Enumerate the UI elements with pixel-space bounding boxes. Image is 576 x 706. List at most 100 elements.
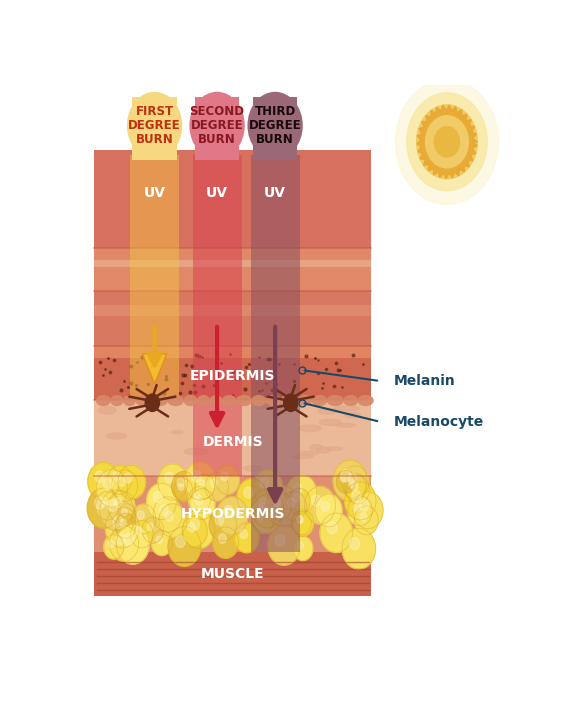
Circle shape [396, 79, 498, 204]
Circle shape [113, 516, 123, 529]
Circle shape [251, 489, 283, 528]
Ellipse shape [153, 395, 167, 405]
Circle shape [297, 542, 304, 549]
Circle shape [209, 508, 236, 541]
Circle shape [315, 494, 342, 527]
Circle shape [179, 484, 184, 491]
Ellipse shape [319, 419, 342, 426]
Ellipse shape [317, 447, 331, 453]
Circle shape [341, 469, 351, 481]
Circle shape [104, 534, 124, 559]
Circle shape [165, 472, 173, 483]
Circle shape [426, 116, 468, 168]
Circle shape [348, 496, 372, 526]
Circle shape [293, 537, 313, 561]
Circle shape [275, 534, 285, 546]
Circle shape [258, 503, 268, 515]
Ellipse shape [222, 395, 236, 405]
Circle shape [118, 465, 146, 499]
Ellipse shape [312, 395, 327, 405]
Circle shape [354, 505, 378, 535]
Circle shape [244, 487, 253, 498]
Circle shape [348, 473, 356, 483]
Circle shape [407, 93, 487, 191]
Circle shape [282, 491, 306, 521]
Ellipse shape [344, 395, 358, 405]
Circle shape [352, 491, 361, 502]
Circle shape [223, 505, 233, 517]
Ellipse shape [318, 408, 338, 414]
Text: FIRST
DEGREE
BURN: FIRST DEGREE BURN [128, 105, 181, 146]
Bar [94, 400, 371, 476]
Polygon shape [142, 354, 167, 384]
Circle shape [346, 475, 369, 504]
Circle shape [195, 474, 215, 499]
Circle shape [344, 481, 376, 520]
Bar [130, 155, 179, 400]
Circle shape [184, 462, 216, 500]
Ellipse shape [97, 395, 110, 405]
Circle shape [286, 475, 317, 512]
Circle shape [195, 496, 203, 505]
Circle shape [344, 474, 366, 501]
Circle shape [100, 490, 134, 531]
Ellipse shape [256, 403, 269, 409]
Circle shape [147, 484, 176, 520]
Circle shape [283, 394, 298, 412]
Ellipse shape [184, 395, 196, 405]
Ellipse shape [310, 444, 323, 450]
Text: DERMIS: DERMIS [202, 435, 263, 449]
Circle shape [336, 470, 355, 493]
Circle shape [94, 497, 105, 509]
Circle shape [273, 498, 280, 506]
Circle shape [253, 469, 283, 505]
Circle shape [113, 472, 120, 481]
Bar [94, 346, 371, 358]
Circle shape [342, 466, 369, 499]
Circle shape [156, 536, 162, 544]
Circle shape [293, 484, 302, 494]
Text: UV: UV [206, 186, 228, 201]
Circle shape [268, 525, 300, 566]
Circle shape [353, 492, 383, 529]
Ellipse shape [325, 447, 342, 450]
Circle shape [287, 498, 295, 507]
Circle shape [199, 479, 205, 487]
Circle shape [116, 534, 125, 544]
Bar [251, 155, 300, 552]
Circle shape [266, 486, 300, 526]
Ellipse shape [124, 395, 135, 405]
Circle shape [108, 499, 118, 511]
Circle shape [359, 500, 369, 511]
Circle shape [158, 464, 188, 500]
Bar [94, 552, 371, 596]
Circle shape [289, 488, 310, 515]
Circle shape [218, 534, 226, 544]
Bar [132, 97, 177, 160]
Text: UV: UV [264, 186, 286, 201]
Circle shape [108, 540, 115, 548]
Circle shape [96, 469, 127, 507]
Circle shape [192, 470, 201, 482]
Circle shape [305, 486, 336, 524]
Circle shape [182, 516, 207, 546]
Circle shape [320, 513, 353, 553]
Circle shape [122, 508, 127, 515]
Ellipse shape [107, 433, 127, 439]
Circle shape [104, 478, 113, 489]
Circle shape [340, 475, 346, 482]
Circle shape [416, 104, 478, 179]
Circle shape [188, 486, 210, 513]
Circle shape [190, 92, 245, 159]
Circle shape [274, 495, 283, 507]
Circle shape [114, 498, 122, 508]
Circle shape [120, 519, 126, 527]
Circle shape [118, 503, 136, 526]
Circle shape [292, 510, 313, 536]
Circle shape [127, 92, 182, 159]
Circle shape [234, 523, 259, 553]
Ellipse shape [237, 395, 251, 405]
Ellipse shape [98, 407, 116, 414]
Circle shape [96, 491, 119, 520]
Bar [94, 292, 371, 346]
